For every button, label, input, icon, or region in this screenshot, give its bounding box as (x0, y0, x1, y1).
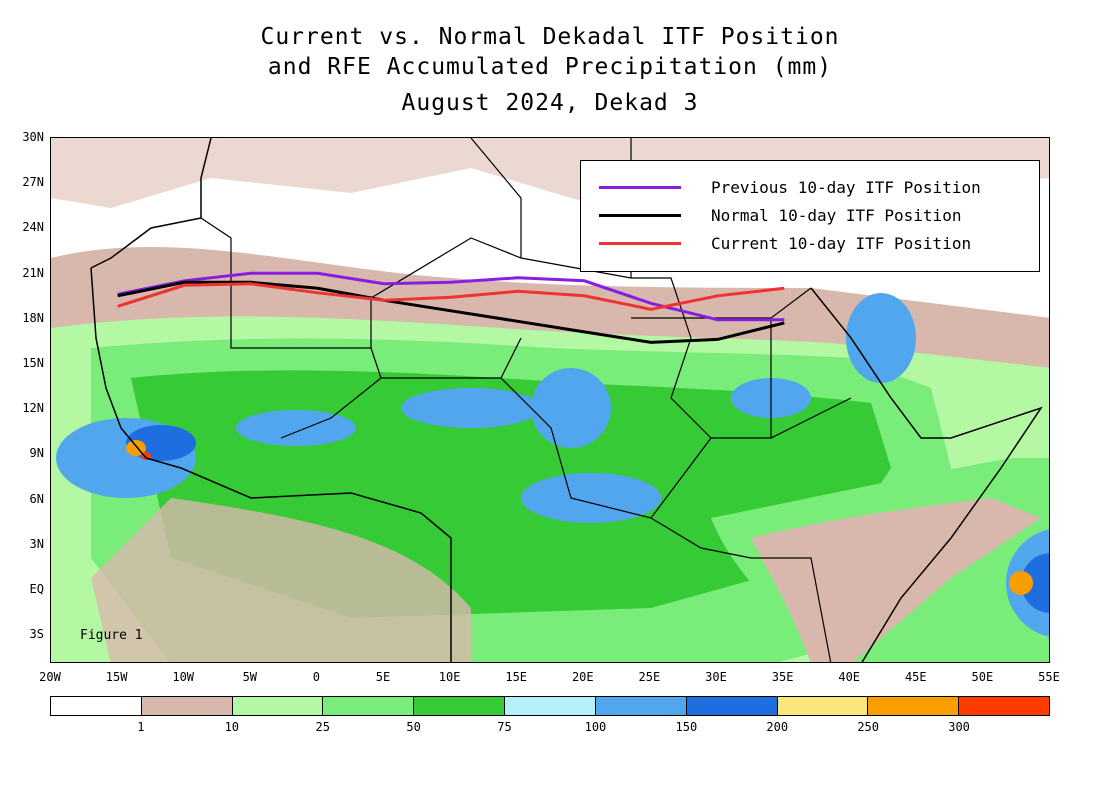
lat-tick-label: EQ (29, 582, 44, 596)
legend-swatch-current (599, 241, 681, 245)
colorbar-tick-label: 10 (224, 720, 240, 734)
coastline-east-africa (810, 287, 1043, 662)
colorbar-cell (686, 697, 778, 715)
lon-tick-label: 45E (904, 670, 927, 684)
colorbar-tick-label: 25 (315, 720, 330, 734)
lat-tick-label: 9N (29, 446, 44, 461)
lat-tick-label: 18N (22, 310, 44, 325)
colorbar-cell (595, 697, 687, 715)
colorbar-tick-label: 100 (584, 720, 607, 734)
colorbar-cell (323, 697, 415, 715)
legend-swatch-previous (599, 185, 681, 189)
gulf-coast-dry (91, 498, 471, 662)
lon-tick-label: 35E (771, 670, 794, 684)
colorbar-tick-label: 75 (497, 720, 512, 734)
lat-tick-label: 3S (29, 627, 44, 642)
colorbar-tick-label: 150 (675, 720, 698, 734)
lon-tick-label: 55E (1038, 670, 1060, 684)
lon-tick-label: 15E (505, 670, 528, 684)
map-title-line-2: and RFE Accumulated Precipitation (mm) (267, 54, 833, 80)
lon-tick-label: 5E (375, 670, 391, 684)
east-africa-dry (751, 498, 1041, 662)
map-title-line-3: August 2024, Dekad 3 (401, 90, 699, 116)
ocean-heavy-rain (1009, 571, 1033, 595)
lat-tick-label: 27N (22, 175, 44, 190)
lon-tick-label: 50E (971, 670, 994, 684)
precipitation-colorbar (50, 696, 1050, 716)
colorbar-cell (232, 697, 324, 715)
legend-swatch-normal (599, 213, 681, 217)
lon-tick-label: 30E (705, 670, 727, 684)
map-canvas (51, 138, 1049, 662)
wet-zone-chad (531, 368, 611, 448)
colorbar-cell (505, 697, 596, 715)
lat-tick-label: 6N (29, 491, 44, 506)
lon-tick-label: 10W (172, 670, 195, 684)
legend-label-previous: Previous 10-day ITF Position (711, 177, 981, 197)
lon-tick-label: 0 (312, 670, 320, 684)
current-itf-line (117, 282, 785, 311)
colorbar-cell (777, 697, 869, 715)
figure-label: Figure 1 (80, 628, 143, 643)
normal-itf-line (117, 280, 785, 344)
lon-tick-label: 5W (242, 670, 258, 684)
colorbar-tick-label: 1 (137, 720, 145, 734)
colorbar-cell (868, 697, 960, 715)
coastline-west-africa (90, 267, 452, 662)
lon-tick-label: 20W (39, 670, 61, 684)
colorbar-tick-label: 200 (766, 720, 789, 734)
colorbar-tick-label: 250 (857, 720, 880, 734)
lon-tick-label: 15W (105, 670, 128, 684)
colorbar-cell (959, 697, 1049, 715)
map-title-line-1: Current vs. Normal Dekadal ITF Position (260, 24, 840, 50)
lat-tick-label: 15N (22, 356, 44, 370)
wet-zone-niger (401, 388, 541, 428)
lat-tick-label: 3N (29, 536, 44, 551)
lon-tick-label: 25E (638, 670, 661, 684)
lat-tick-label: 21N (22, 265, 44, 280)
legend-item-normal: Normal 10-day ITF Position (599, 205, 961, 225)
lon-tick-label: 20E (571, 670, 594, 684)
colorbar-cell (51, 697, 142, 715)
lat-tick-label: 12N (22, 401, 44, 416)
colorbar-cell (141, 697, 233, 715)
legend-item-previous: Previous 10-day ITF Position (599, 177, 981, 197)
wet-zone-ocean-core (1021, 553, 1049, 613)
wet-zone-burkina (236, 410, 356, 446)
lat-tick-label: 30N (22, 130, 44, 144)
colorbar-tick-label: 50 (406, 720, 421, 734)
lon-tick-label: 40E (838, 670, 861, 684)
colorbar-cell (414, 697, 506, 715)
legend-label-normal: Normal 10-day ITF Position (711, 205, 962, 225)
coastline-northwest (90, 138, 212, 269)
wet-zone-car (521, 473, 661, 523)
lat-tick-label: 24N (22, 220, 44, 235)
wet-zone-ethiopia (846, 293, 916, 383)
lon-tick-label: 10E (438, 670, 461, 684)
previous-itf-line (117, 271, 785, 322)
legend-label-current: Current 10-day ITF Position (711, 233, 972, 253)
colorbar-tick-label: 300 (948, 720, 970, 734)
itf-legend: Previous 10-day ITF Position Normal 10-d… (580, 160, 1040, 272)
legend-item-current: Current 10-day ITF Position (599, 233, 971, 253)
